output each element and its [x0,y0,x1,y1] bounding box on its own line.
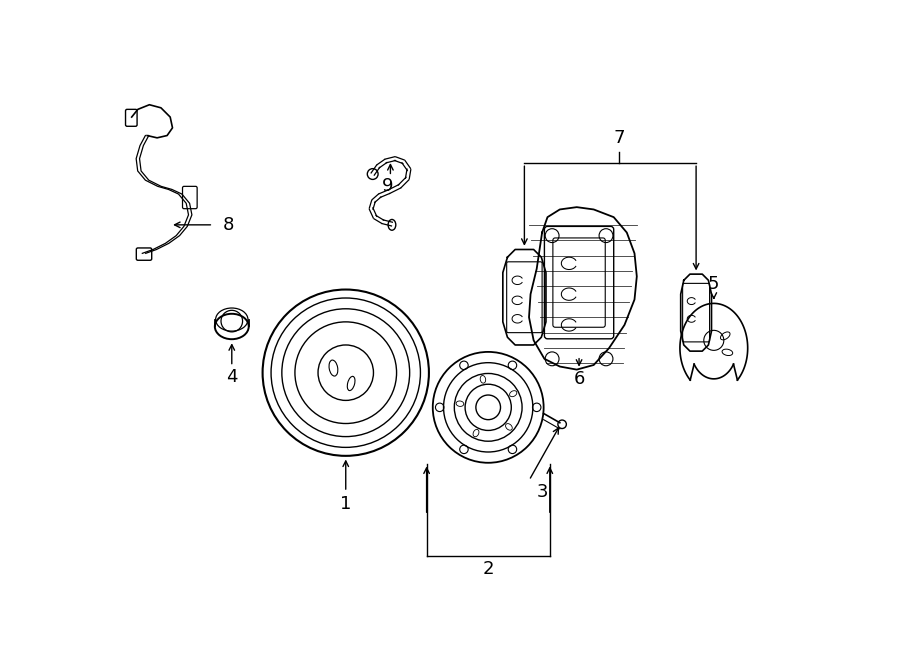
Text: 6: 6 [573,370,585,388]
Text: 8: 8 [223,216,234,234]
Text: 7: 7 [613,129,625,147]
Text: 1: 1 [340,494,351,512]
Text: 5: 5 [708,275,720,293]
Text: 9: 9 [382,177,394,196]
Text: 4: 4 [226,368,238,385]
Text: 2: 2 [482,560,494,578]
Text: 3: 3 [536,483,548,501]
